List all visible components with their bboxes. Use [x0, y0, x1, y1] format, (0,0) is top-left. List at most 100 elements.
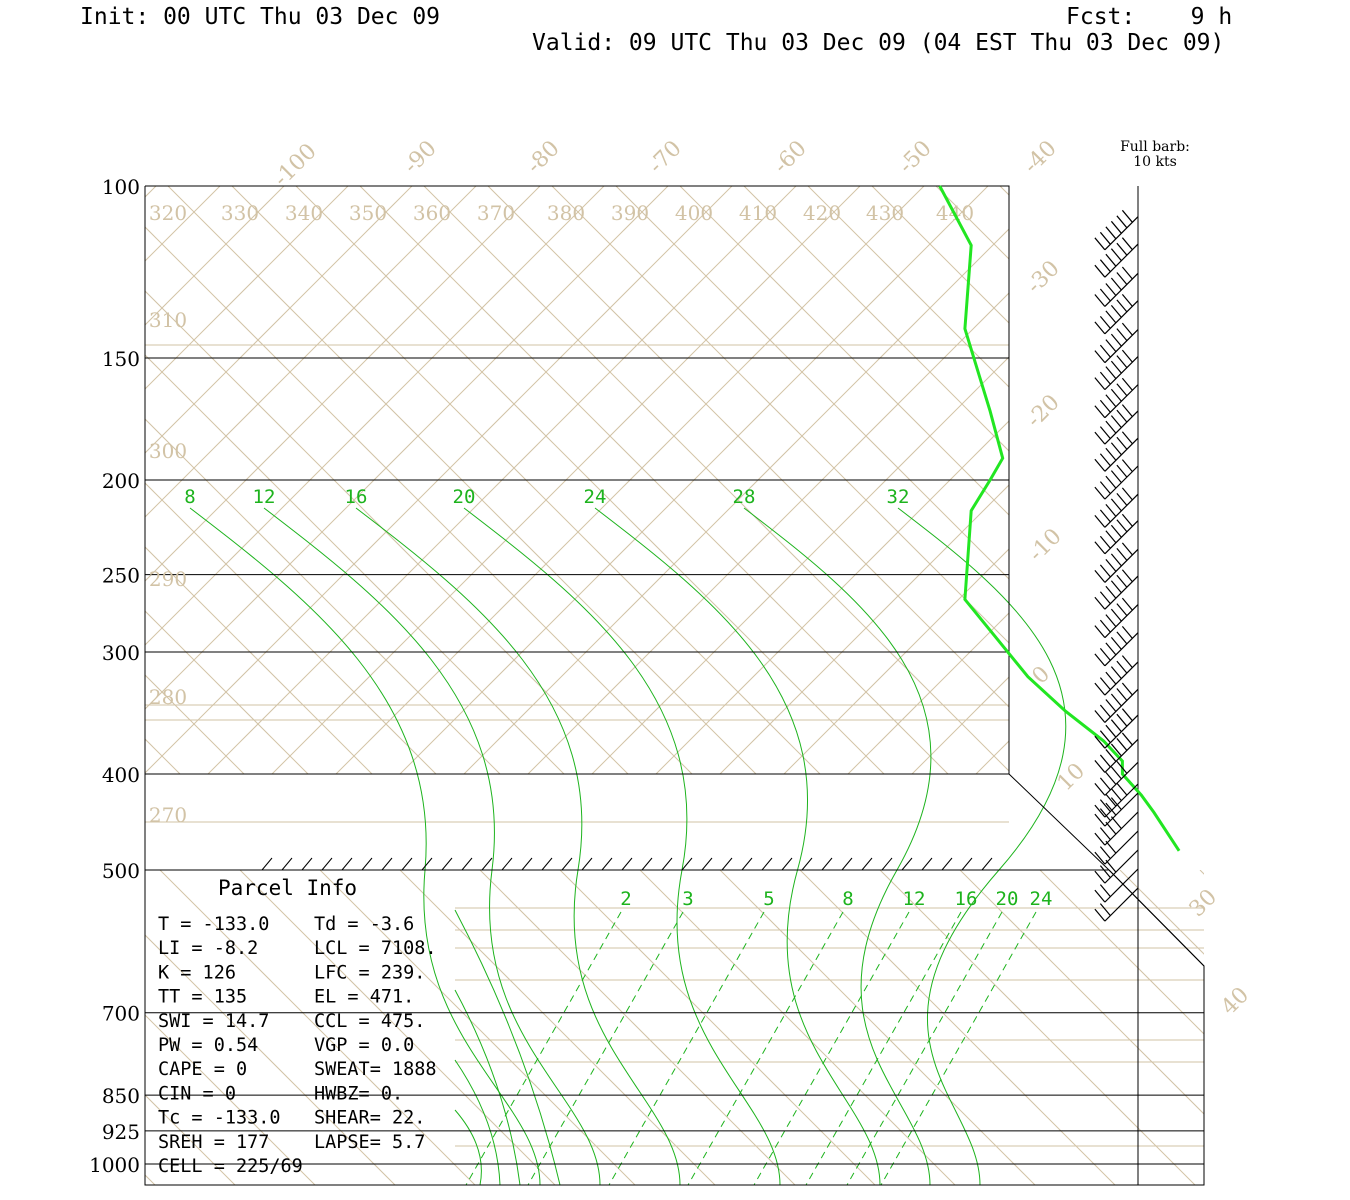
dry-adiabat: [1040, 186, 1350, 774]
moist-adiabat: [454, 1109, 482, 1186]
barb-flag: [1099, 846, 1111, 860]
barb-flag: [1105, 821, 1117, 835]
hatch-mark: [601, 857, 613, 871]
mixing-ratio-line: [687, 911, 844, 1186]
hatch-mark: [341, 857, 353, 871]
wind-barb: [1094, 830, 1139, 865]
adiabat-label: 390: [611, 201, 649, 225]
dry-adiabat: [145, 186, 285, 326]
barb-flag: [1116, 574, 1128, 588]
barb-flag: [1121, 377, 1133, 391]
parcel-row-left: TT = 135: [158, 987, 247, 1008]
isotherm: [145, 482, 437, 774]
barb-flag: [1105, 339, 1117, 353]
pressure-label: 850: [102, 1084, 140, 1108]
hatch-mark: [721, 857, 733, 871]
barb-flag: [1110, 498, 1122, 512]
barb-flag: [1105, 749, 1117, 762]
barb-flag: [1121, 732, 1133, 746]
moist-adiabat: [454, 909, 561, 1186]
barb-flag: [1094, 889, 1106, 903]
barb-flag: [1094, 682, 1106, 696]
wind-barb: [1094, 349, 1139, 391]
parcel-row-left: LI = -8.2: [158, 938, 258, 959]
pressure-label: 700: [102, 1002, 140, 1026]
barb-flag: [1116, 355, 1128, 369]
barb-flag: [1121, 625, 1133, 639]
wind-barb: [1094, 293, 1139, 335]
barb-flag: [1121, 293, 1133, 307]
dry-adiabat: [0, 186, 92, 774]
barb-flag: [1110, 743, 1122, 757]
hatch-mark: [901, 857, 913, 871]
hatch-mark: [841, 857, 853, 871]
pressure-label: 100: [102, 175, 140, 199]
parcel-row-left: K = 126: [158, 962, 236, 983]
isotherm-label: -50: [894, 136, 937, 179]
moist-adiabat: [897, 507, 1067, 1186]
isotherm-label: -80: [522, 136, 565, 179]
barb-flag: [1116, 436, 1128, 450]
isotherm: [145, 1094, 236, 1185]
pressure-label: 250: [102, 564, 140, 588]
barb-flag: [1094, 458, 1106, 472]
isotherm: [145, 546, 373, 774]
parcel-row-right: Td = -3.6: [314, 914, 414, 935]
barb-flag: [1105, 614, 1117, 628]
barb-flag: [1094, 294, 1106, 307]
parcel-row-right: LCL = 7108.: [314, 938, 437, 959]
barb-flag: [1094, 813, 1106, 827]
barb-flag: [1110, 277, 1122, 291]
parcel-row-left: CAPE = 0: [158, 1059, 247, 1080]
hatch-mark: [301, 857, 313, 871]
wind-barb: [1094, 682, 1139, 723]
moist-adiabat: [454, 1059, 501, 1186]
mixing-ratio-label: 8: [184, 486, 195, 508]
barb-flag: [1099, 481, 1111, 495]
barb-flag: [1110, 693, 1122, 707]
barb-legend: Full barb: 10 kts: [1100, 140, 1210, 170]
wind-barb: [1094, 266, 1139, 307]
dry-adiabat: [1296, 186, 1350, 774]
valid-time-label: Valid: 09 UTC Thu 03 Dec 09 (04 EST Thu …: [532, 30, 1225, 56]
parcel-row-right: VGP = 0.0: [314, 1035, 414, 1056]
hatch-mark: [761, 857, 773, 871]
temperature-profile: [938, 185, 1181, 852]
mixing-ratio-line: [608, 911, 765, 1186]
moist-adiabat: [355, 507, 681, 1186]
barb-flag: [1105, 724, 1117, 738]
barb-flag: [1094, 541, 1106, 555]
parcel-row-left: SREH = 177: [158, 1132, 269, 1153]
wind-barb: [1094, 322, 1139, 364]
hatch-mark: [621, 857, 633, 871]
isotherm: [159, 870, 476, 1185]
wind-barb: [1094, 792, 1139, 827]
barb-flag: [1116, 603, 1128, 617]
barb-flag: [1099, 426, 1111, 439]
barb-flag: [1094, 237, 1106, 251]
isotherm-label: 10: [1053, 759, 1090, 796]
parcel-info-box: Parcel Info T = -133.0 Td = -3.6 LI = -8.2 L…: [158, 876, 437, 1177]
pressure-label: 400: [102, 763, 140, 787]
hatch-mark: [421, 857, 433, 871]
isotherm: [1280, 870, 1350, 1185]
hatch-mark: [801, 857, 813, 871]
pressure-label: 150: [102, 347, 140, 371]
barb-flag: [1116, 299, 1128, 313]
barb-flag: [1099, 903, 1111, 917]
isotherm: [1199, 870, 1204, 875]
isotherm: [145, 674, 245, 774]
dry-adiabat: [847, 612, 1009, 774]
isotherm: [719, 870, 1036, 1185]
barb-flag: [1094, 804, 1106, 818]
barb-flag: [1121, 542, 1133, 556]
parcel-row-left: PW = 0.54: [158, 1035, 258, 1056]
barb-flag: [1099, 288, 1111, 302]
barb-flag: [1099, 730, 1111, 744]
wind-barb: [1094, 782, 1139, 818]
hatch-mark: [881, 857, 893, 871]
wind-barb: [1094, 811, 1139, 846]
wind-barb: [1094, 487, 1139, 528]
hatch-mark: [541, 857, 553, 871]
barb-flag: [1099, 535, 1111, 549]
